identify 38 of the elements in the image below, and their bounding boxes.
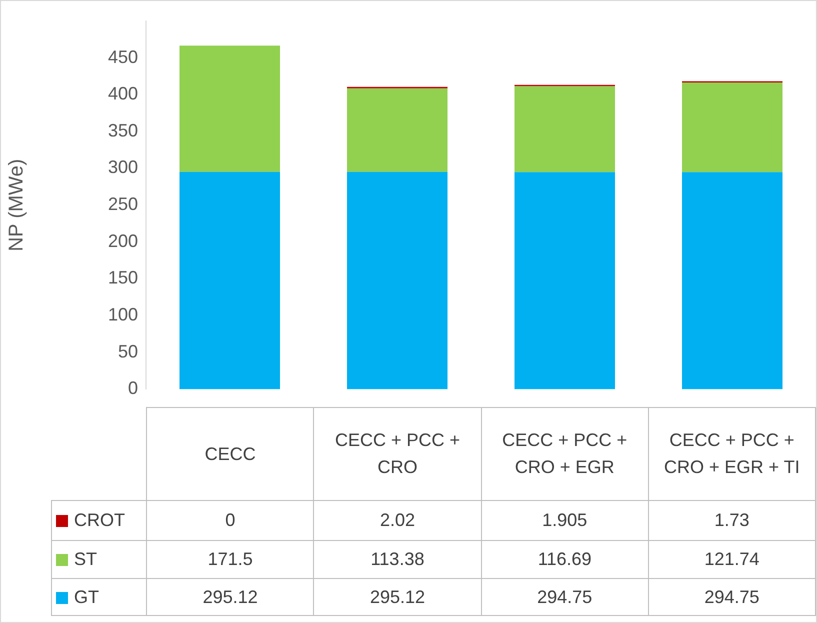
bar <box>180 172 280 390</box>
legend-label: CROT <box>52 500 147 540</box>
data-label: 0 <box>146 500 314 540</box>
data-label: 294.75 <box>481 578 648 616</box>
y-tick-label: 350 <box>108 120 138 140</box>
x-tick-label: CECC + PCC + CRO + EGR + TI <box>648 408 816 500</box>
data-label: 121.74 <box>648 540 816 578</box>
y-tick-label: 250 <box>108 194 138 214</box>
x-tick-label: CECC + PCC + CRO <box>314 408 482 500</box>
bar <box>180 46 280 172</box>
data-label: 1.73 <box>648 500 816 540</box>
x-tick-label: CECC + PCC + CRO + EGR <box>481 408 648 500</box>
y-tick-label: 200 <box>108 230 138 251</box>
legend-label: ST <box>52 540 147 578</box>
y-tick-label: 300 <box>108 157 138 178</box>
data-label: 113.38 <box>314 540 482 578</box>
data-label: 2.02 <box>314 500 482 540</box>
bar <box>347 172 448 390</box>
data-label: 171.5 <box>146 540 314 578</box>
data-label: 1.905 <box>481 500 648 540</box>
y-tick-label: 50 <box>118 341 138 362</box>
data-label: 116.69 <box>481 540 648 578</box>
y-tick-label: 100 <box>108 304 138 325</box>
y-tick-label: 0 <box>128 378 138 398</box>
bar <box>514 172 615 390</box>
bar <box>682 172 782 390</box>
data-label: 295.12 <box>146 578 314 616</box>
bar <box>682 82 782 172</box>
legend-label: GT <box>52 578 147 616</box>
bar <box>514 86 615 172</box>
y-tick-label: 450 <box>108 46 138 67</box>
data-label: 294.75 <box>648 578 816 616</box>
data-label: 295.12 <box>314 578 482 616</box>
y-axis-title: NP (MWe) <box>6 158 28 252</box>
x-tick-label: CECC <box>146 408 314 500</box>
y-tick-label: 150 <box>108 268 138 288</box>
y-tick-label: 400 <box>108 84 138 104</box>
bar <box>347 88 448 172</box>
